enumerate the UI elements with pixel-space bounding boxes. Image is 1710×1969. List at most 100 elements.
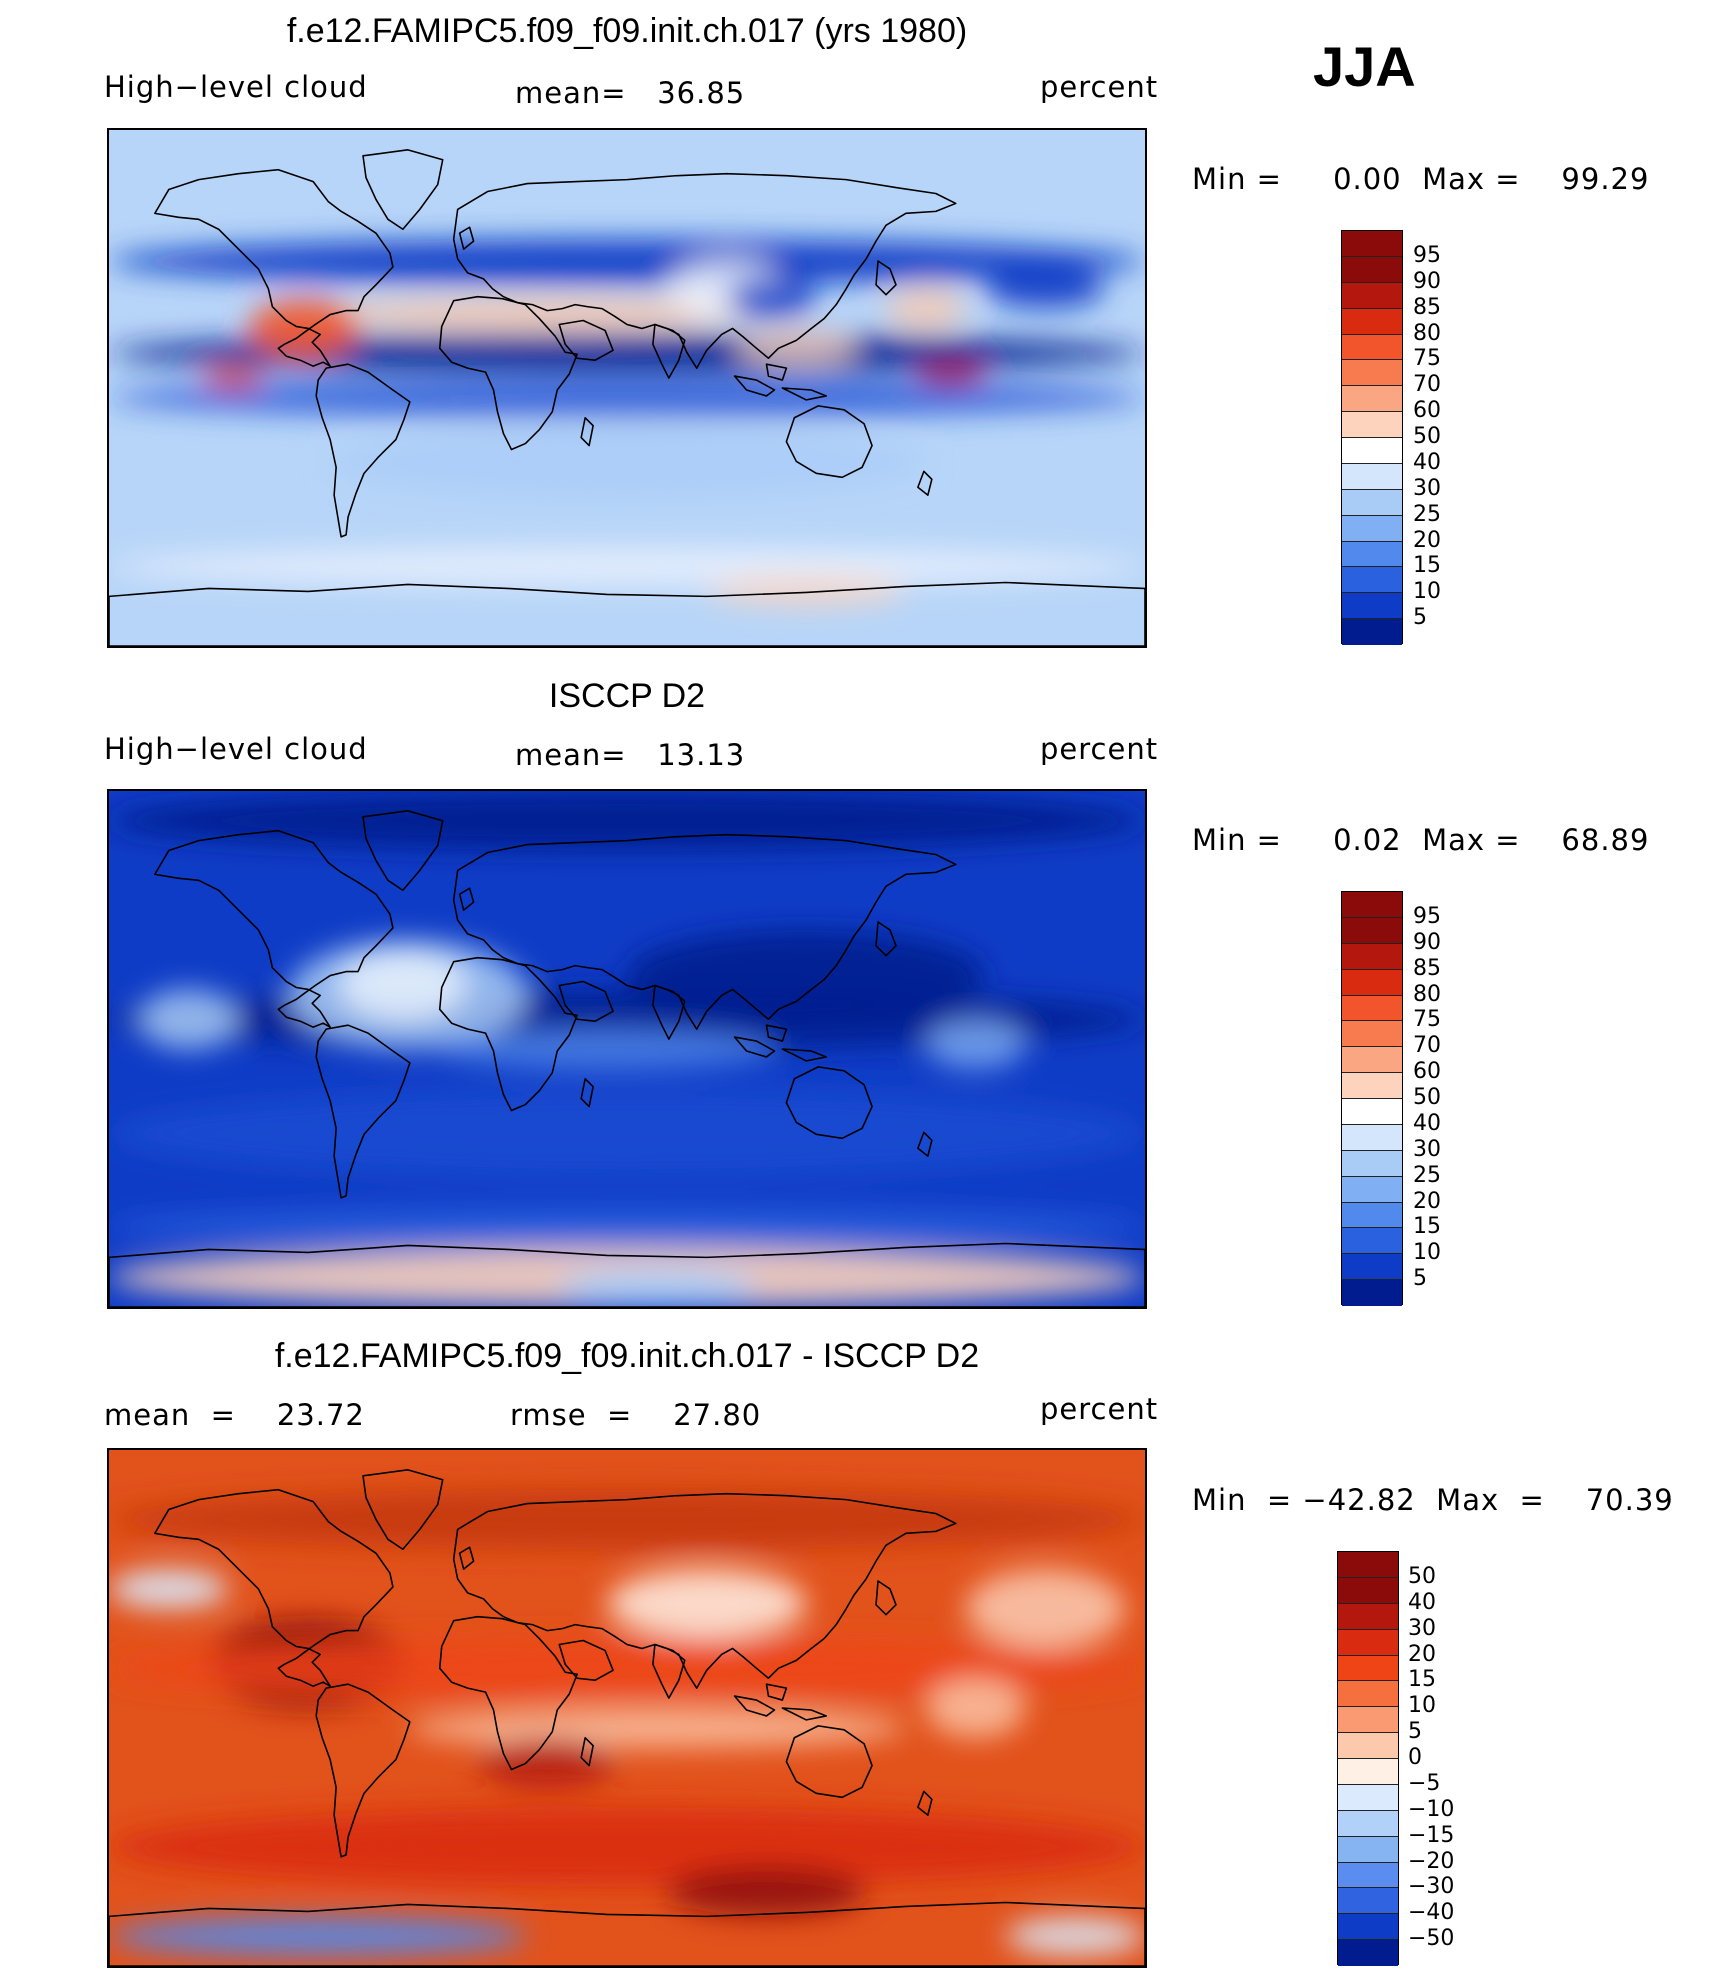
colorbar-tick-label: 90 [1413, 929, 1441, 955]
colorbar-swatch [1342, 1254, 1402, 1281]
panel-3-title: f.e12.FAMIPC5.f09_f09.init.ch.017 - ISCC… [274, 1337, 980, 1375]
panel-1-title: f.e12.FAMIPC5.f09_f09.init.ch.017 (yrs 1… [286, 12, 968, 50]
colorbar-swatch [1338, 1707, 1398, 1734]
colorbar-swatch [1342, 1099, 1402, 1125]
colorbar-tick-label: 50 [1413, 424, 1441, 449]
panel-2-colorbar-labels: 95 90 85 80 75 70 60 50 40 30 25 20 15 10 5 [1413, 891, 1473, 1305]
colorbar-swatch [1342, 438, 1402, 464]
colorbar-tick-label: 40 [1413, 449, 1441, 475]
colorbar-swatch [1342, 386, 1402, 413]
colorbar-swatch [1342, 412, 1402, 438]
colorbar-swatch [1342, 943, 1402, 970]
colorbar-swatch [1338, 1681, 1398, 1708]
colorbar-swatch [1338, 1810, 1398, 1837]
panel-2-map [107, 789, 1147, 1309]
colorbar-tick-label: 60 [1413, 398, 1441, 424]
panel-1-colorbar-labels: 95 90 85 80 75 70 60 50 40 30 25 20 15 10 5 [1413, 230, 1473, 644]
colorbar-swatch [1342, 1021, 1402, 1048]
colorbar-swatch [1342, 1280, 1402, 1306]
colorbar-swatch [1338, 1888, 1398, 1915]
colorbar-tick-label: 75 [1413, 1007, 1441, 1033]
colorbar-swatch [1338, 1784, 1398, 1811]
colorbar-tick-label: −10 [1408, 1796, 1455, 1822]
panel-3-rmse-label: rmse = 27.80 [510, 1398, 762, 1432]
colorbar-tick-label: 95 [1413, 903, 1441, 929]
colorbar-tick-label: −5 [1408, 1770, 1441, 1796]
colorbar-swatch [1342, 1228, 1402, 1255]
colorbar-tick-label: 60 [1413, 1059, 1441, 1085]
colorbar-swatch [1342, 360, 1402, 387]
panel-3-colorbar [1337, 1551, 1399, 1966]
colorbar-swatch [1342, 619, 1402, 645]
colorbar-swatch [1342, 593, 1402, 620]
colorbar-tick-label: 20 [1408, 1641, 1436, 1667]
colorbar-swatch [1338, 1759, 1398, 1785]
panel-3-map [107, 1448, 1147, 1968]
colorbar-swatch [1338, 1629, 1398, 1656]
colorbar-tick-label: 10 [1413, 579, 1441, 605]
colorbar-tick-label: 30 [1408, 1615, 1436, 1641]
colorbar-swatch [1342, 334, 1402, 361]
world-map [109, 130, 1145, 646]
colorbar-swatch [1342, 282, 1402, 309]
colorbar-tick-label: 50 [1408, 1563, 1436, 1589]
colorbar-swatch [1342, 995, 1402, 1022]
colorbar-swatch [1342, 1124, 1402, 1151]
colorbar-tick-label: 10 [1408, 1693, 1436, 1719]
panel-2-units-label: percent [1040, 732, 1159, 766]
panel-1-colorbar [1341, 230, 1403, 645]
colorbar-tick-label: 40 [1413, 1110, 1441, 1136]
panel-1-minmax: Min = 0.00 Max = 99.29 [1192, 162, 1650, 196]
colorbar-tick-label: 10 [1413, 1240, 1441, 1266]
colorbar-tick-label: 0 [1408, 1745, 1422, 1770]
colorbar-swatch [1342, 917, 1402, 944]
colorbar-tick-label: 20 [1413, 527, 1441, 553]
colorbar-tick-label: 20 [1413, 1188, 1441, 1214]
colorbar-tick-label: 40 [1408, 1589, 1436, 1615]
panel-1-units-label: percent [1040, 70, 1159, 104]
colorbar-tick-label: 50 [1413, 1085, 1441, 1110]
panel-2-minmax: Min = 0.02 Max = 68.89 [1192, 823, 1650, 857]
colorbar-swatch [1342, 892, 1402, 918]
panel-3-colorbar-labels: 50 40 30 20 15 10 5 0 −5 −10 −15 −20 −30 −40 −50 [1408, 1551, 1478, 1965]
colorbar-swatch [1342, 515, 1402, 542]
colorbar-swatch [1338, 1655, 1398, 1682]
colorbar-swatch [1338, 1914, 1398, 1941]
colorbar-swatch [1342, 256, 1402, 283]
colorbar-swatch [1342, 308, 1402, 335]
panel-3-mean-label: mean = 23.72 [104, 1398, 365, 1432]
season-label: JJA [1313, 35, 1416, 98]
colorbar-swatch [1342, 1047, 1402, 1074]
colorbar-tick-label: 5 [1413, 1266, 1427, 1292]
colorbar-tick-label: 30 [1413, 1136, 1441, 1162]
colorbar-tick-label: 15 [1408, 1667, 1436, 1693]
colorbar-swatch [1338, 1836, 1398, 1863]
panel-1-mean-label: mean= 36.85 [515, 76, 746, 110]
colorbar-tick-label: 5 [1408, 1719, 1422, 1745]
colorbar-swatch [1342, 1150, 1402, 1177]
colorbar-swatch [1338, 1733, 1398, 1759]
colorbar-tick-label: 70 [1413, 372, 1441, 398]
colorbar-swatch [1338, 1940, 1398, 1966]
colorbar-swatch [1342, 969, 1402, 996]
colorbar-tick-label: −20 [1408, 1848, 1455, 1874]
colorbar-tick-label: 80 [1413, 981, 1441, 1007]
colorbar-swatch [1338, 1603, 1398, 1630]
colorbar-swatch [1338, 1552, 1398, 1578]
colorbar-tick-label: 95 [1413, 242, 1441, 268]
colorbar-swatch [1342, 489, 1402, 516]
colorbar-tick-label: −15 [1408, 1822, 1455, 1848]
colorbar-swatch [1338, 1577, 1398, 1604]
panel-3-minmax: Min = −42.82 Max = 70.39 [1192, 1483, 1674, 1517]
colorbar-tick-label: 25 [1413, 501, 1441, 527]
colorbar-swatch [1338, 1862, 1398, 1889]
colorbar-swatch [1342, 1202, 1402, 1229]
colorbar-swatch [1342, 231, 1402, 257]
colorbar-tick-label: 5 [1413, 605, 1427, 631]
colorbar-tick-label: −50 [1408, 1926, 1455, 1952]
panel-3-units-label: percent [1040, 1392, 1159, 1426]
world-map [109, 1450, 1145, 1966]
colorbar-swatch [1342, 567, 1402, 594]
colorbar-tick-label: 25 [1413, 1162, 1441, 1188]
colorbar-tick-label: 70 [1413, 1033, 1441, 1059]
